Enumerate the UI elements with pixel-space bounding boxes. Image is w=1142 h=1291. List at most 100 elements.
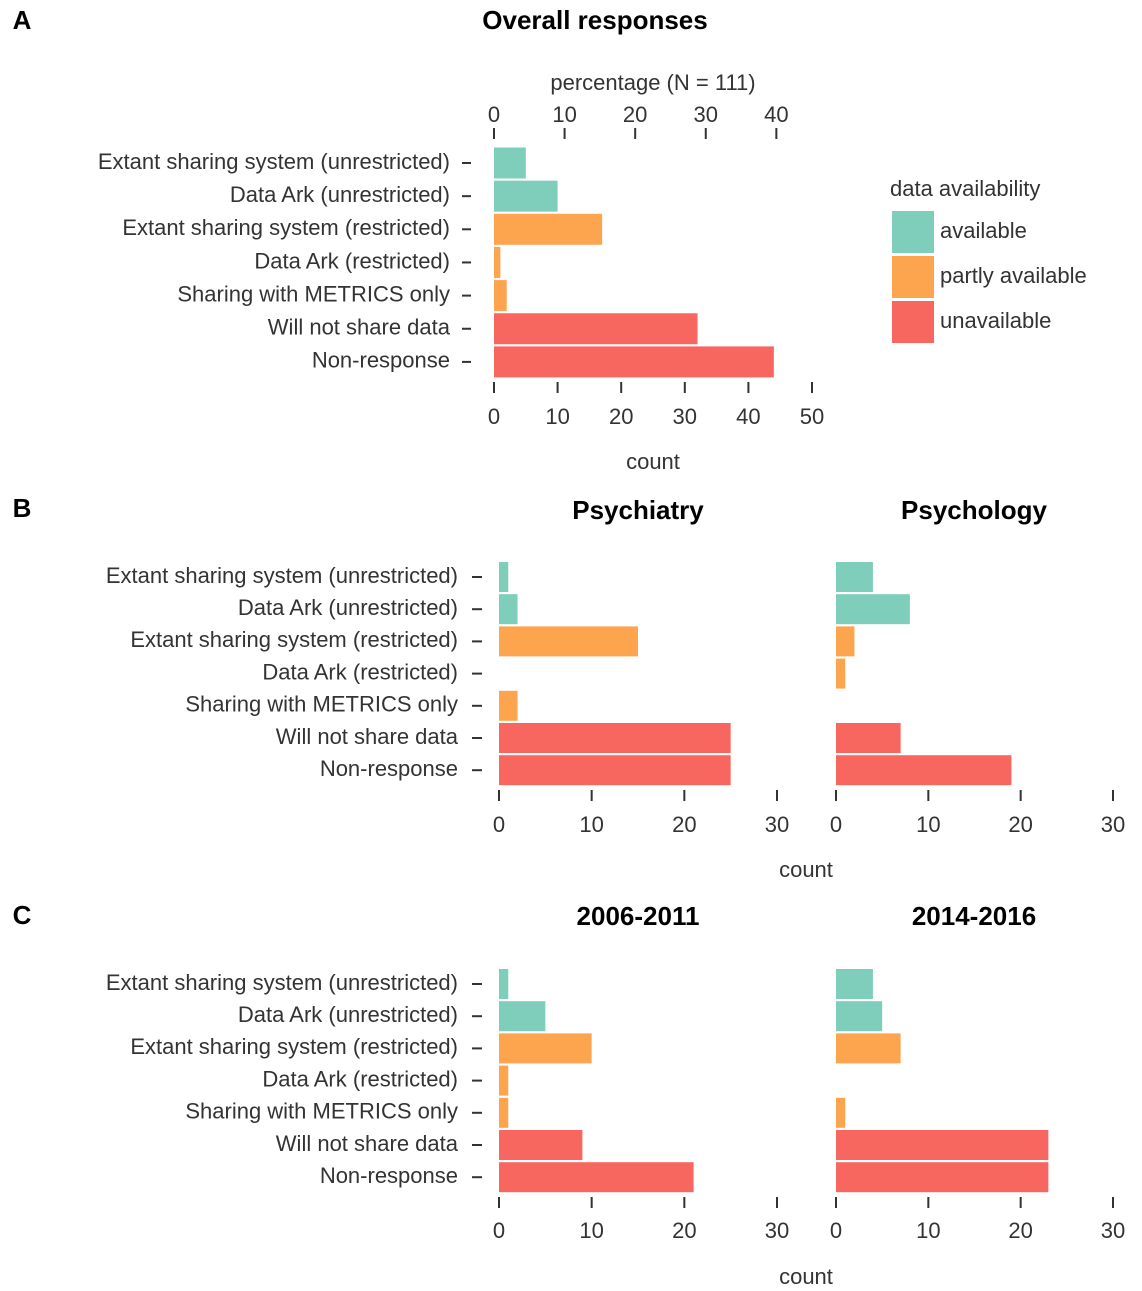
bar [836,1001,883,1032]
y-tick-label: Sharing with METRICS only [185,1099,458,1124]
x-tick-label: 0 [488,404,500,429]
x-tick-label: 0 [493,1218,505,1243]
x2-tick-label: 40 [764,102,788,127]
bar [499,1001,546,1032]
chart-title: Psychiatry [572,495,704,525]
bar [836,1033,901,1064]
x2-tick-label: 20 [623,102,647,127]
x-tick-label: 40 [736,404,760,429]
bar [836,969,873,999]
x-tick-label: 30 [765,1218,789,1243]
bar [494,147,526,179]
x-tick-label: 20 [609,404,633,429]
x2-axis-label: percentage (N = 111) [550,70,755,95]
y-tick-label: Data Ark (unrestricted) [230,182,450,207]
bar [494,313,698,345]
chart-title: 2014-2016 [912,901,1036,931]
bar [499,1065,509,1096]
x-axis-label: count [779,857,833,882]
bar [499,626,638,657]
y-tick-label: Non-response [320,756,458,781]
x-tick-label: 30 [673,404,697,429]
y-tick-label: Will not share data [276,1131,459,1156]
legend-swatch [892,301,934,343]
bar [499,594,518,625]
x-tick-label: 10 [579,1218,603,1243]
y-tick-label: Will not share data [276,724,459,749]
bar [836,626,855,657]
panel-label: C [13,900,32,930]
y-tick-label: Extant sharing system (unrestricted) [106,563,458,588]
y-tick-label: Will not share data [268,315,451,340]
legend-label: available [940,218,1027,243]
y-tick-label: Data Ark (restricted) [262,1066,458,1091]
x-tick-label: 30 [1101,812,1125,837]
bar [494,246,501,278]
x-axis-label: count [626,449,680,474]
x2-tick-label: 10 [552,102,576,127]
x-tick-label: 20 [672,1218,696,1243]
x-tick-label: 30 [765,812,789,837]
bar [494,213,603,245]
y-tick-label: Non-response [312,348,450,373]
x-tick-label: 0 [830,1218,842,1243]
bar [836,594,910,625]
legend-swatch [892,256,934,298]
x-tick-label: 20 [672,812,696,837]
bar [499,1162,694,1193]
bar [836,1097,846,1128]
bar [836,658,846,689]
y-tick-label: Data Ark (unrestricted) [238,595,458,620]
bar [836,562,873,592]
x-tick-label: 20 [1008,1218,1032,1243]
x-tick-label: 10 [545,404,569,429]
x-tick-label: 10 [579,812,603,837]
bar [499,690,518,721]
y-tick-label: Data Ark (restricted) [262,659,458,684]
panel-label: B [13,493,32,523]
x-tick-label: 0 [493,812,505,837]
bar [836,1130,1049,1160]
bar [499,723,731,753]
y-tick-label: Extant sharing system (restricted) [122,215,450,240]
legend-label: partly available [940,263,1087,288]
y-tick-label: Extant sharing system (restricted) [130,627,458,652]
bar [499,755,731,786]
bar [499,1130,583,1160]
bar [499,1097,509,1128]
bar [494,280,507,312]
bar [494,346,774,378]
bar [836,723,901,753]
x-tick-label: 20 [1008,812,1032,837]
x-tick-label: 0 [830,812,842,837]
y-tick-label: Extant sharing system (restricted) [130,1034,458,1059]
bar [836,1162,1049,1193]
y-tick-label: Sharing with METRICS only [177,281,450,306]
bar [499,1033,592,1064]
y-tick-label: Non-response [320,1163,458,1188]
bar [499,562,509,592]
x-tick-label: 10 [916,812,940,837]
y-tick-label: Extant sharing system (unrestricted) [98,149,450,174]
y-tick-label: Data Ark (restricted) [254,248,450,273]
legend-label: unavailable [940,308,1051,333]
y-tick-label: Extant sharing system (unrestricted) [106,970,458,995]
bar [836,755,1012,786]
y-tick-label: Data Ark (unrestricted) [238,1002,458,1027]
legend-title: data availability [890,176,1040,201]
bar [494,180,558,212]
legend-swatch [892,211,934,253]
x2-tick-label: 30 [694,102,718,127]
panel-label: A [13,5,32,35]
x-tick-label: 30 [1101,1218,1125,1243]
x-tick-label: 50 [800,404,824,429]
chart-title: Overall responses [482,5,707,35]
x2-tick-label: 0 [488,102,500,127]
y-tick-label: Sharing with METRICS only [185,692,458,717]
bar [499,969,509,999]
chart-title: 2006-2011 [577,901,700,931]
chart-title: Psychology [901,495,1047,525]
x-axis-label: count [779,1264,833,1289]
x-tick-label: 10 [916,1218,940,1243]
